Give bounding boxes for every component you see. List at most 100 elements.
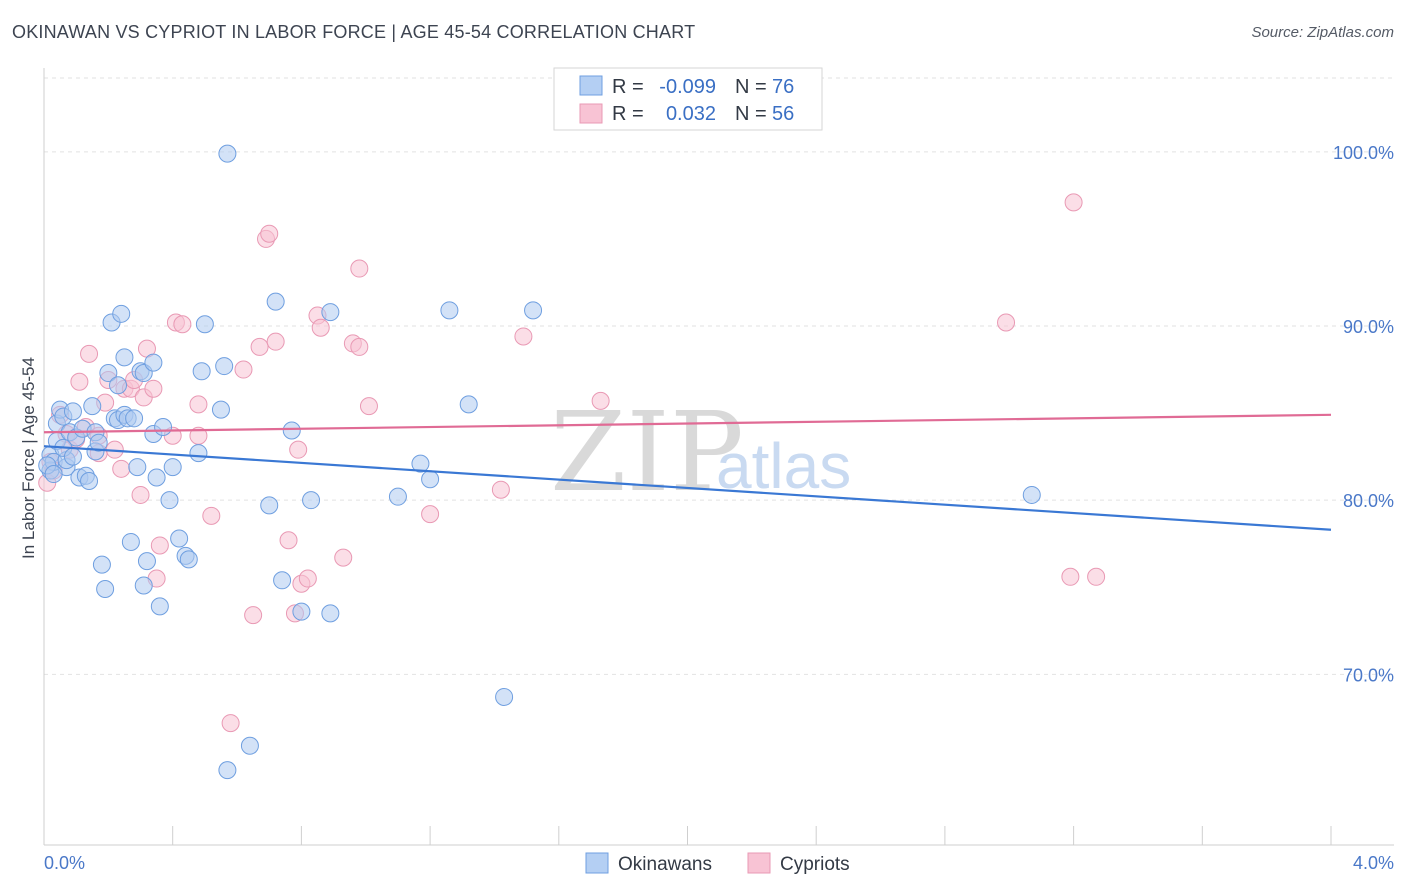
- cypriot-point: [173, 315, 192, 334]
- cypriot-point: [131, 485, 150, 504]
- cypriot-point: [514, 327, 533, 346]
- okinawan-point: [192, 362, 211, 381]
- cypriot-point: [144, 379, 163, 398]
- okinawan-point: [96, 579, 115, 598]
- bottom-legend-cypriots: Cypriots: [780, 854, 850, 875]
- cypriot-point: [1087, 567, 1106, 586]
- okinawan-point: [144, 353, 163, 372]
- y-tick-label: 80.0%: [1343, 491, 1394, 511]
- okinawan-point: [63, 402, 82, 421]
- watermark-zip: ZIP: [550, 388, 744, 516]
- chart-title: OKINAWAN VS CYPRIOT IN LABOR FORCE | AGE…: [12, 22, 696, 42]
- y-tick-label: 90.0%: [1343, 317, 1394, 337]
- bottom-legend: Okinawans Cypriots: [585, 852, 850, 875]
- y-tick-labels: 100.0% 90.0% 80.0% 70.0%: [1333, 143, 1394, 685]
- cypriot-point: [491, 480, 510, 499]
- legend-n-value-2: 56: [772, 103, 794, 125]
- cypriot-point: [234, 360, 253, 379]
- cypriot-point: [250, 337, 269, 356]
- cypriot-point: [189, 395, 208, 414]
- bottom-legend-swatch-okinawan: [585, 852, 609, 874]
- cypriot-point: [350, 259, 369, 278]
- cypriot-point: [260, 224, 279, 243]
- legend-n-value-1: 76: [772, 76, 794, 98]
- legend: R = -0.099 N = 76 R = 0.032 N = 56: [553, 67, 823, 131]
- legend-n-label-2: N =: [735, 103, 767, 125]
- okinawan-point: [134, 576, 153, 595]
- okinawan-point: [83, 397, 102, 416]
- okinawan-point: [440, 301, 459, 320]
- y-tick-label: 70.0%: [1343, 665, 1394, 685]
- okinawan-point: [459, 395, 478, 414]
- okinawan-point: [211, 400, 230, 419]
- okinawan-point: [147, 468, 166, 487]
- okinawan-point: [266, 292, 285, 311]
- okinawan-point: [388, 487, 407, 506]
- okinawan-point: [302, 491, 321, 510]
- okinawan-point: [160, 491, 179, 510]
- cypriot-point: [350, 337, 369, 356]
- okinawan-point: [411, 454, 430, 473]
- source-label: Source: ZipAtlas.com: [1251, 24, 1394, 41]
- okinawan-point: [99, 364, 118, 383]
- legend-swatch-cypriot: [579, 103, 603, 124]
- legend-swatch-okinawan: [579, 75, 603, 96]
- okinawan-point: [218, 144, 237, 163]
- cypriot-point: [244, 606, 263, 625]
- cypriot-point: [279, 531, 298, 550]
- okinawan-point: [128, 458, 147, 477]
- x-tick-label-max: 4.0%: [1353, 853, 1394, 873]
- okinawan-point: [1022, 485, 1041, 504]
- okinawan-point: [282, 421, 301, 440]
- okinawan-point: [125, 409, 144, 428]
- cypriot-point: [221, 714, 240, 733]
- okinawan-point: [495, 687, 514, 706]
- okinawan-point: [524, 301, 543, 320]
- legend-r-label-2: R =: [612, 103, 644, 125]
- cypriot-point: [150, 536, 169, 555]
- cypriot-point: [1064, 193, 1083, 212]
- okinawan-point: [170, 529, 189, 548]
- y-tick-label: 100.0%: [1333, 143, 1394, 163]
- okinawan-point: [240, 736, 259, 755]
- okinawan-point: [89, 433, 108, 452]
- cypriot-point: [421, 505, 440, 524]
- cypriot-point: [334, 548, 353, 567]
- okinawan-point: [163, 458, 182, 477]
- okinawan-point: [44, 465, 63, 484]
- okinawan-point: [92, 555, 111, 574]
- okinawan-point: [260, 496, 279, 515]
- cypriot-point: [359, 397, 378, 416]
- legend-r-value-2: 0.032: [666, 103, 716, 125]
- okinawan-trend-line: [43, 445, 1332, 531]
- okinawan-point: [321, 303, 340, 322]
- cypriot-point: [311, 318, 330, 337]
- okinawan-point: [121, 532, 140, 551]
- okinawan-point: [115, 348, 134, 367]
- okinawan-point: [292, 602, 311, 621]
- y-axis-title: In Labor Force | Age 45-54: [19, 357, 38, 559]
- okinawan-point: [189, 444, 208, 463]
- okinawan-point: [421, 470, 440, 489]
- okinawan-point: [109, 376, 128, 395]
- cypriot-point: [289, 440, 308, 459]
- okinawan-point: [150, 597, 169, 616]
- okinawan-point: [218, 761, 237, 780]
- cypriot-point: [1061, 567, 1080, 586]
- okinawan-point: [215, 357, 234, 376]
- okinawan-point: [80, 472, 99, 491]
- cypriot-point: [70, 372, 89, 391]
- cypriot-trend-line: [43, 413, 1332, 434]
- cypriot-point: [266, 332, 285, 351]
- legend-n-label-1: N =: [735, 76, 767, 98]
- okinawan-point: [273, 571, 292, 590]
- legend-r-value-1: -0.099: [659, 76, 716, 98]
- okinawan-point: [154, 418, 173, 437]
- cypriot-point: [591, 391, 610, 410]
- x-tick-label-min: 0.0%: [44, 853, 85, 873]
- cypriot-point: [202, 506, 221, 525]
- trend-lines: [43, 413, 1332, 531]
- cypriot-point: [112, 459, 131, 478]
- bottom-legend-swatch-cypriot: [747, 852, 771, 874]
